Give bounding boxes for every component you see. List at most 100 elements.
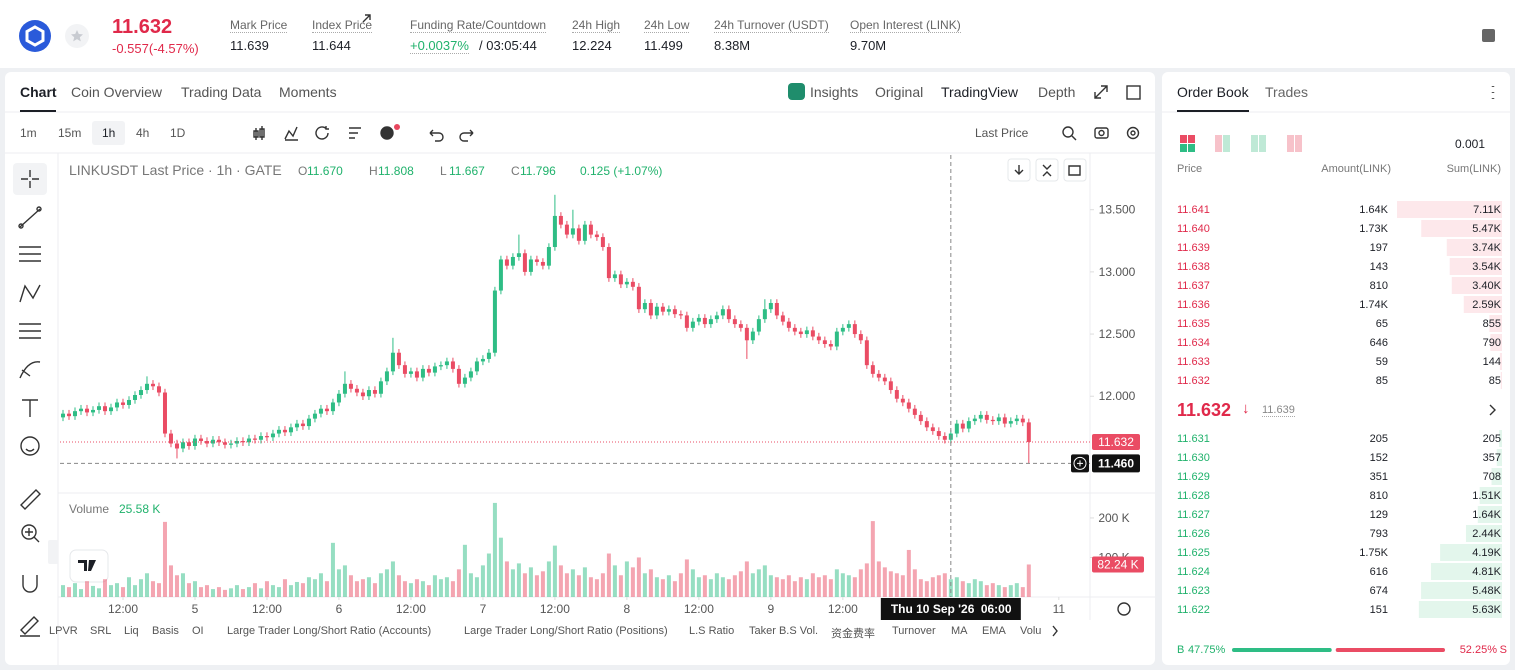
x-tick-label: 8	[624, 602, 631, 616]
chart-tab[interactable]: Chart	[20, 84, 57, 100]
interval[interactable]: 15m	[58, 126, 82, 140]
ob-sum: 5.48K	[1472, 585, 1501, 597]
indicator[interactable]: 资金费率	[831, 628, 875, 640]
link-icon	[362, 14, 371, 23]
volume-bar	[606, 553, 611, 597]
ob-tab[interactable]: Order Book	[1177, 84, 1249, 100]
volume-bar	[186, 583, 191, 597]
candle-body	[894, 390, 899, 399]
volume-bar	[90, 585, 95, 597]
depth-bar	[1500, 372, 1502, 389]
depth-icons[interactable]	[1180, 135, 1302, 152]
stat-value: +0.0037%	[410, 38, 469, 54]
candle-body	[72, 411, 77, 417]
indicator[interactable]: L.S Ratio	[689, 625, 735, 637]
volume-bar	[102, 579, 107, 597]
volume-bar	[222, 589, 227, 597]
coin-logo-mark	[25, 25, 45, 47]
candle-body	[258, 436, 263, 440]
indicator[interactable]: Large Trader Long/Short Ratio (Positions…	[464, 625, 668, 637]
expand-icon[interactable]	[1094, 85, 1108, 99]
chart-tab[interactable]: Coin Overview	[71, 84, 163, 100]
indicator[interactable]: MA	[951, 625, 968, 637]
candle-body	[1002, 417, 1007, 424]
candle-body	[132, 395, 137, 400]
view-tab[interactable]: TradingView	[941, 84, 1019, 100]
indicator[interactable]: EMA	[982, 625, 1006, 637]
volume-bar	[282, 579, 287, 597]
candle-body	[726, 309, 731, 320]
volume-bar	[396, 575, 401, 597]
candle-body	[966, 421, 971, 429]
depth-bar	[1449, 258, 1502, 275]
candle-body	[618, 274, 623, 285]
volume-bar	[1002, 587, 1007, 597]
candle-body	[594, 234, 599, 238]
ai-icon[interactable]	[788, 83, 805, 100]
candle-body	[60, 413, 65, 418]
volume-bar	[504, 561, 509, 597]
indicator[interactable]: LPVR	[49, 625, 78, 637]
candle-body	[234, 441, 239, 444]
collapse-handle[interactable]	[48, 540, 58, 564]
settings-icon[interactable]	[1117, 602, 1131, 616]
ob-precision[interactable]: 0.001	[1455, 137, 1486, 151]
book-icon[interactable]	[1482, 29, 1495, 42]
price-type[interactable]: Last Price	[975, 126, 1029, 140]
interval[interactable]: 4h	[136, 126, 150, 140]
candle-body	[144, 383, 149, 391]
interval[interactable]: 1m	[20, 126, 37, 140]
volume-bar	[234, 585, 239, 597]
mid-arrow[interactable]	[1489, 404, 1496, 416]
more-arrow[interactable]	[1052, 625, 1058, 637]
interval[interactable]: 1D	[170, 126, 186, 140]
chart-button[interactable]	[1035, 158, 1059, 182]
volume-bar	[510, 569, 515, 597]
candle-body	[678, 314, 683, 316]
candle-body	[468, 371, 473, 378]
ob-col: Price	[1177, 163, 1203, 175]
indicator[interactable]: Liq	[124, 625, 139, 637]
view-tab[interactable]: Insights	[810, 84, 859, 100]
chart-tab[interactable]: Trading Data	[181, 84, 262, 100]
candle-body	[510, 256, 515, 266]
candle-body	[672, 309, 677, 315]
window-icon[interactable]	[1126, 85, 1141, 100]
candle-body	[1008, 421, 1013, 424]
indicator[interactable]: Basis	[152, 625, 179, 637]
volume-bar	[252, 583, 257, 597]
candle-body	[882, 377, 887, 382]
ob-price: 11.628	[1177, 490, 1210, 502]
ratio-bar-buy	[1232, 648, 1332, 652]
candle-body	[798, 331, 803, 335]
crosshair-price-label: 11.460	[1098, 456, 1134, 470]
chart-tab[interactable]: Moments	[279, 84, 337, 100]
toolbar-icons[interactable]	[253, 126, 1140, 142]
volume-bar	[852, 577, 857, 597]
ob-price: 11.623	[1177, 585, 1210, 597]
ob-amount: 646	[1369, 337, 1388, 349]
candle-body	[960, 423, 965, 429]
volume-bar	[744, 561, 749, 597]
view-tab[interactable]: Original	[875, 84, 924, 100]
ob-price: 11.633	[1177, 356, 1210, 368]
candle-body	[330, 402, 335, 412]
candle-body	[972, 418, 977, 422]
indicator[interactable]: Large Trader Long/Short Ratio (Accounts)	[227, 625, 432, 637]
indicator[interactable]: Taker B.S Vol.	[749, 625, 819, 637]
volume-bar	[516, 563, 521, 597]
view-tab[interactable]: Depth	[1038, 84, 1076, 100]
depth-bar	[1451, 277, 1502, 294]
indicator[interactable]: Turnover	[892, 625, 936, 637]
drawing-tools[interactable]	[13, 163, 47, 637]
indicator[interactable]: OI	[192, 625, 204, 637]
indicator[interactable]: Volu	[1020, 625, 1042, 637]
legend-value: 11.670	[307, 164, 343, 178]
ob-mid-mark: 11.639	[1262, 404, 1295, 417]
ob-tab[interactable]: Trades	[1265, 84, 1309, 100]
ob-amount: 351	[1369, 471, 1388, 483]
volume-bar	[174, 575, 179, 597]
indicator[interactable]: SRL	[90, 625, 112, 637]
interval[interactable]: 1h	[102, 126, 116, 140]
